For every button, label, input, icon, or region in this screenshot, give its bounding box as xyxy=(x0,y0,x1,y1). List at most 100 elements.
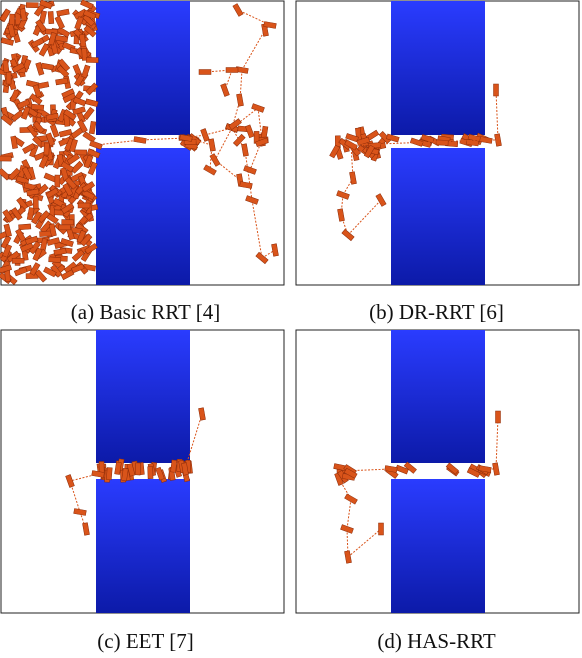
robot-pose xyxy=(62,182,74,197)
obstacle-bottom xyxy=(391,479,485,613)
robot-pose xyxy=(445,462,459,475)
robot-pose xyxy=(38,154,49,169)
robot-pose xyxy=(58,128,73,138)
robot-pose xyxy=(58,224,71,231)
robot-pose xyxy=(88,120,97,135)
robot-pose xyxy=(479,136,493,144)
robot-pose xyxy=(85,82,99,96)
panel-a: (a) Basic RRT [4] xyxy=(0,0,291,330)
robot-pose xyxy=(356,136,371,146)
robot-pose xyxy=(56,65,70,78)
caption-c: (c) EET [7] xyxy=(97,629,194,653)
robot-pose xyxy=(2,59,10,73)
robot-pose xyxy=(133,136,147,144)
tree-edge xyxy=(346,498,352,530)
robot-pose xyxy=(72,106,86,116)
robot-pose xyxy=(89,140,103,150)
robot-pose xyxy=(126,463,136,477)
robot-pose xyxy=(39,0,53,10)
robot-pose xyxy=(220,83,230,97)
robot-pose xyxy=(56,26,71,38)
robot-pose xyxy=(121,467,129,482)
robot-pose xyxy=(478,465,492,473)
robot-pose xyxy=(3,223,12,238)
robot-pose xyxy=(13,266,28,277)
robot-pose xyxy=(255,137,269,148)
robot-pose xyxy=(40,62,54,71)
robot-pose xyxy=(0,235,12,249)
robot-pose xyxy=(465,139,480,147)
robot-pose xyxy=(225,67,239,73)
robot-pose xyxy=(82,522,90,536)
robot-pose xyxy=(78,33,87,48)
robot-pose xyxy=(19,242,34,253)
tree-edge xyxy=(347,528,382,558)
tree-edge xyxy=(241,29,266,71)
robot-pose xyxy=(409,137,424,147)
robot-pose xyxy=(200,128,210,142)
robot-pose xyxy=(106,467,113,481)
tree-edge xyxy=(495,416,499,470)
panel-b-plot xyxy=(295,0,580,286)
robot-pose xyxy=(45,187,59,199)
robot-pose xyxy=(492,462,500,476)
robot-pose xyxy=(43,266,57,278)
robot-pose xyxy=(16,196,29,211)
robot-pose xyxy=(198,407,206,421)
robot-pose xyxy=(62,92,77,104)
robot-pose xyxy=(21,106,31,120)
robot-pose xyxy=(21,166,33,181)
robot-pose xyxy=(375,193,387,207)
obstacle-bottom xyxy=(96,148,190,285)
robot-pose xyxy=(31,210,43,225)
robot-pose xyxy=(74,182,88,196)
robot-pose xyxy=(5,71,12,85)
robot-pose xyxy=(82,13,96,27)
robot-pose xyxy=(345,133,359,143)
rrt-tree xyxy=(333,410,501,564)
robot-pose xyxy=(55,77,69,86)
robot-pose xyxy=(241,143,249,157)
robot-pose xyxy=(81,47,88,61)
robot-pose xyxy=(77,202,91,209)
robot-pose xyxy=(2,244,12,258)
robot-pose xyxy=(349,171,357,185)
rrt-tree xyxy=(65,407,206,536)
panel-c-plot xyxy=(0,329,285,614)
robot-pose xyxy=(134,462,142,476)
robot-pose xyxy=(435,139,449,146)
robot-pose xyxy=(232,133,246,147)
robot-pose xyxy=(74,149,87,156)
robot-pose xyxy=(71,263,85,274)
robot-pose xyxy=(63,109,77,121)
robot-pose xyxy=(9,89,20,103)
robot-pose xyxy=(26,207,35,221)
obstacle-top xyxy=(391,330,485,463)
robot-pose xyxy=(46,237,61,246)
robot-pose xyxy=(271,243,279,257)
robot-pose xyxy=(0,37,15,46)
tree-edge xyxy=(237,9,271,26)
tree-edge xyxy=(184,413,203,470)
robot-pose xyxy=(74,16,84,30)
robot-pose xyxy=(378,131,392,144)
robot-pose xyxy=(32,84,42,98)
robot-pose xyxy=(82,131,96,143)
robot-pose xyxy=(32,120,45,134)
robot-pose xyxy=(85,57,99,63)
robot-pose xyxy=(228,118,242,131)
tree-edge xyxy=(257,107,263,141)
robot-pose xyxy=(31,103,45,111)
robot-pose xyxy=(43,142,50,156)
robot-pose xyxy=(198,69,212,75)
robot-pose xyxy=(11,62,26,74)
panel-a-plot xyxy=(0,0,285,286)
robot-pose xyxy=(48,256,62,263)
tree-edge xyxy=(261,249,276,259)
robot-pose xyxy=(54,34,69,43)
panel-d-plot xyxy=(295,329,580,614)
robot-pose xyxy=(466,467,481,478)
robot-pose xyxy=(48,32,57,46)
robot-pose xyxy=(32,196,39,210)
panel-b: (b) DR-RRT [6] xyxy=(291,0,582,330)
